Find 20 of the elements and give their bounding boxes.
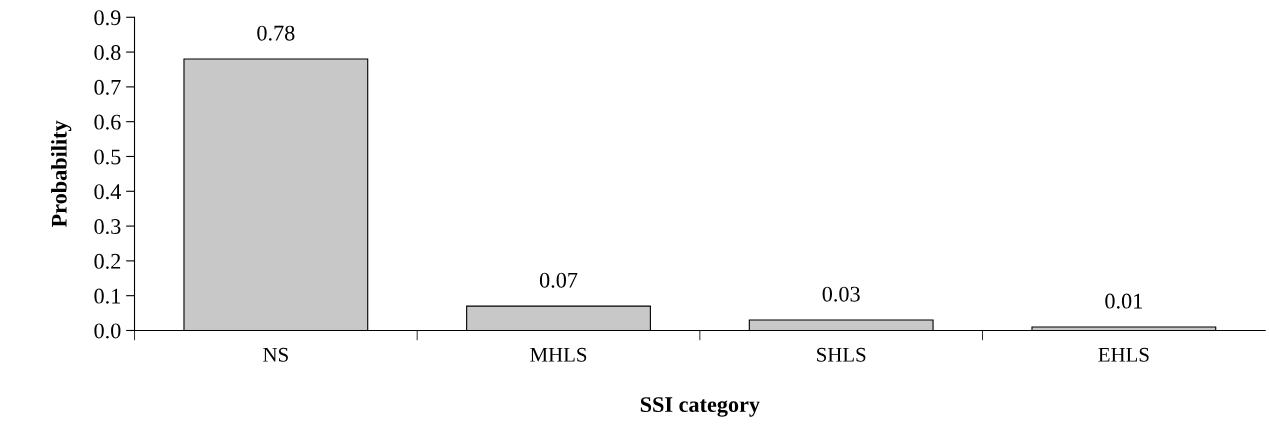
x-tick-label: SHLS bbox=[817, 347, 866, 362]
y-tick-label: 0.4 bbox=[94, 184, 121, 200]
y-tick-label: 0.2 bbox=[94, 253, 121, 269]
y-tick-label: 0.6 bbox=[94, 114, 121, 130]
y-tick-label: 0.1 bbox=[94, 288, 120, 304]
y-tick-label: 0.0 bbox=[94, 323, 121, 339]
data-label: 0.07 bbox=[539, 272, 578, 288]
y-tick-label: 0.7 bbox=[94, 79, 121, 95]
y-axis-title: Probability bbox=[51, 120, 72, 228]
data-label: 0.03 bbox=[822, 286, 860, 302]
x-tick-label: EHLS bbox=[1098, 347, 1149, 362]
y-tick-label: 0.3 bbox=[94, 219, 121, 235]
data-label: 0.78 bbox=[257, 25, 295, 41]
x-tick-label: NS bbox=[263, 347, 288, 362]
data-label: 0.01 bbox=[1105, 293, 1142, 309]
y-tick-label: 0.9 bbox=[94, 10, 121, 26]
x-axis-title: SSI category bbox=[640, 397, 760, 417]
y-tick-label: 0.8 bbox=[94, 45, 121, 61]
x-tick-label: MHLS bbox=[530, 347, 587, 362]
y-tick-label: 0.5 bbox=[94, 149, 121, 165]
